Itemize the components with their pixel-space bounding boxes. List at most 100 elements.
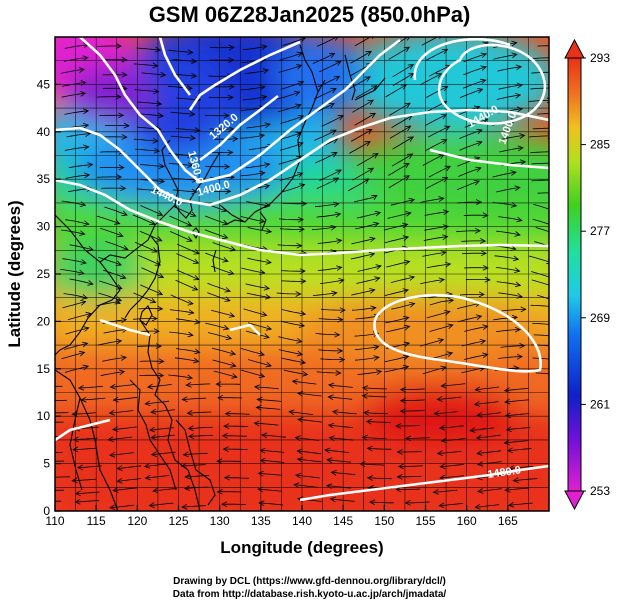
streamline-arrow xyxy=(116,174,123,180)
streamline-arrow xyxy=(478,291,485,298)
streamline-arrow xyxy=(432,489,439,495)
streamline xyxy=(400,410,425,412)
streamline-arrow xyxy=(436,396,443,402)
streamline-arrow xyxy=(476,140,483,147)
streamline-arrow xyxy=(224,296,231,302)
streamline-arrow xyxy=(297,417,304,423)
streamline xyxy=(65,327,89,335)
streamline-arrow xyxy=(147,383,154,390)
streamline-arrow xyxy=(79,91,87,97)
colorbar-tick-label: 261 xyxy=(590,397,610,411)
streamline xyxy=(349,141,371,154)
streamline-arrow xyxy=(474,386,481,393)
streamline xyxy=(426,311,450,319)
streamline-arrow xyxy=(400,84,408,90)
streamline xyxy=(136,188,161,192)
streamline xyxy=(176,253,199,264)
streamline-arrow xyxy=(503,387,511,393)
streamline-arrow xyxy=(442,234,449,241)
streamline xyxy=(211,347,236,355)
streamline xyxy=(324,449,349,453)
streamline xyxy=(240,134,265,139)
streamline-arrow xyxy=(264,162,271,168)
streamline xyxy=(537,113,549,115)
streamline-arrow xyxy=(373,221,380,228)
streamline-arrow xyxy=(121,71,128,78)
streamline-arrow xyxy=(185,382,192,388)
streamline xyxy=(278,349,303,355)
streamline-arrow xyxy=(335,238,343,244)
streamline xyxy=(531,179,549,182)
streamline xyxy=(312,292,337,296)
streamline-arrow xyxy=(551,322,556,327)
streamline xyxy=(347,178,370,192)
streamline xyxy=(279,172,303,181)
streamline-arrow xyxy=(403,162,410,169)
streamline xyxy=(505,413,530,417)
y-tick-label: 35 xyxy=(37,172,51,186)
streamline xyxy=(295,474,320,479)
colorbar: 293 285 277 269 261 253 xyxy=(564,38,610,511)
streamline xyxy=(240,86,265,91)
streamline-arrow xyxy=(258,133,265,139)
streamline xyxy=(61,92,86,98)
streamline-arrow xyxy=(261,432,268,439)
streamline xyxy=(496,187,520,193)
streamline xyxy=(316,371,341,374)
streamline xyxy=(186,383,211,386)
streamline-arrow xyxy=(191,285,199,291)
coastlines xyxy=(55,44,386,511)
streamline xyxy=(357,265,382,272)
streamline-arrow xyxy=(87,245,94,252)
streamline xyxy=(477,461,502,465)
streamline-arrow xyxy=(550,178,555,183)
x-tick-label: 155 xyxy=(415,514,435,528)
streamline-arrow xyxy=(375,264,382,270)
streamline-arrow xyxy=(186,85,193,91)
streamline-arrow xyxy=(331,152,338,158)
streamline-arrow xyxy=(437,338,445,344)
streamline-arrow xyxy=(479,338,487,345)
y-axis-label: Latitude (degrees) xyxy=(5,200,24,347)
streamline-arrow xyxy=(160,71,167,78)
streamline-arrow xyxy=(150,408,157,415)
streamline xyxy=(352,99,374,113)
streamline xyxy=(280,320,305,327)
streamline-arrow xyxy=(326,457,333,464)
streamline xyxy=(276,91,300,100)
streamline xyxy=(138,255,161,266)
streamline-arrow xyxy=(299,183,306,189)
streamline-arrow xyxy=(473,401,481,407)
streamline xyxy=(65,174,90,179)
streamline-arrow xyxy=(442,224,449,230)
streamline xyxy=(292,380,317,385)
streamline xyxy=(386,326,410,333)
streamline-arrow xyxy=(516,106,524,113)
streamline-arrow xyxy=(259,447,266,454)
streamline-arrow xyxy=(109,504,116,511)
x-tick-label: 135 xyxy=(251,514,271,528)
streamline-arrow xyxy=(475,166,482,173)
streamline xyxy=(169,309,194,314)
streamline xyxy=(424,211,449,216)
streamline xyxy=(61,352,85,360)
streamline-arrow xyxy=(367,99,374,106)
streamline xyxy=(397,475,422,478)
streamline xyxy=(328,424,353,428)
streamline-arrow xyxy=(438,196,445,202)
streamline xyxy=(139,164,164,167)
streamline-arrow xyxy=(184,473,191,480)
streamline-arrow xyxy=(115,93,122,100)
streamline xyxy=(384,355,409,363)
streamline xyxy=(498,292,523,298)
streamline xyxy=(172,59,197,62)
streamline xyxy=(464,354,488,360)
streamline-arrow xyxy=(363,178,370,184)
streamline-arrow xyxy=(299,310,307,317)
streamline-arrow xyxy=(114,299,121,305)
streamline xyxy=(441,383,466,387)
streamline xyxy=(457,157,480,167)
streamline xyxy=(350,50,372,64)
streamline xyxy=(132,214,156,225)
streamline xyxy=(100,371,125,377)
